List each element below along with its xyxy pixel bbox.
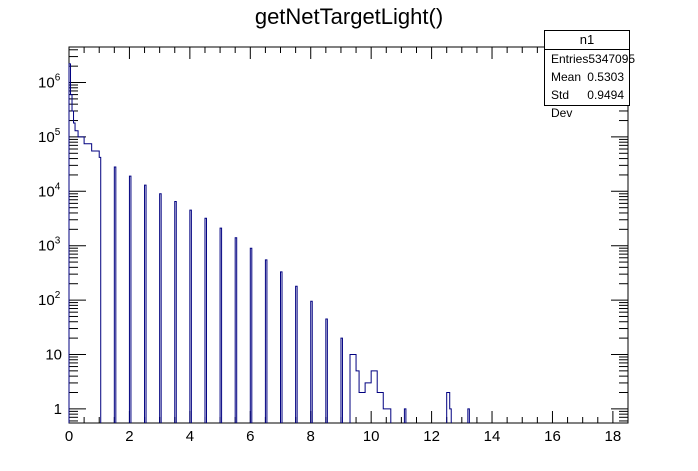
x-tick-label: 4	[186, 428, 194, 445]
x-tick-label: 6	[246, 428, 254, 445]
y-tick-exponent: 4	[55, 181, 61, 192]
stats-row-mean: Mean 0.5303	[545, 68, 629, 86]
y-tick-base: 10	[38, 183, 55, 200]
x-tick-label: 8	[307, 428, 315, 445]
stats-row-entries: Entries 5347095	[545, 50, 635, 68]
stats-box: n1 Entries 5347095 Mean 0.5303 Std Dev 0…	[544, 30, 635, 120]
x-tick-label: 18	[605, 428, 622, 445]
y-tick-exponent: 5	[55, 127, 61, 138]
stats-name: n1	[545, 31, 629, 50]
stats-label: Entries	[551, 52, 589, 66]
stats-row-stddev: Std Dev 0.9494	[545, 86, 629, 120]
y-tick-base: 10	[38, 238, 55, 255]
y-tick-base: 10	[38, 129, 55, 146]
x-tick-label: 10	[363, 428, 380, 445]
y-tick-base: 1	[54, 401, 62, 418]
y-tick-base: 10	[38, 75, 55, 92]
x-tick-label: 12	[423, 428, 440, 445]
y-tick-base: 10	[45, 346, 62, 363]
y-tick-base: 10	[38, 292, 55, 309]
stats-value: 5347095	[588, 52, 636, 66]
y-tick-label: 103	[38, 236, 61, 255]
y-tick-label: 104	[38, 181, 61, 200]
x-tick-label: 0	[65, 428, 73, 445]
y-tick-exponent: 2	[55, 290, 61, 301]
stats-label: Std Dev	[551, 88, 573, 120]
stats-value: 0.5303	[587, 70, 624, 84]
x-tick-label: 2	[125, 428, 133, 445]
stats-value: 0.9494	[587, 88, 624, 102]
x-tick-label: 14	[484, 428, 501, 445]
y-tick-exponent: 3	[55, 236, 61, 247]
y-tick-label: 106	[38, 73, 61, 92]
y-tick-label: 102	[38, 290, 61, 309]
y-tick-label: 105	[38, 127, 61, 146]
y-tick-label: 10	[45, 346, 62, 363]
x-tick-label: 16	[544, 428, 561, 445]
chart-title: getNetTargetLight()	[254, 4, 444, 29]
histogram-line	[68, 63, 470, 423]
y-tick-exponent: 6	[55, 73, 61, 84]
y-tick-label: 1	[54, 401, 62, 418]
stats-label: Mean	[551, 70, 582, 84]
